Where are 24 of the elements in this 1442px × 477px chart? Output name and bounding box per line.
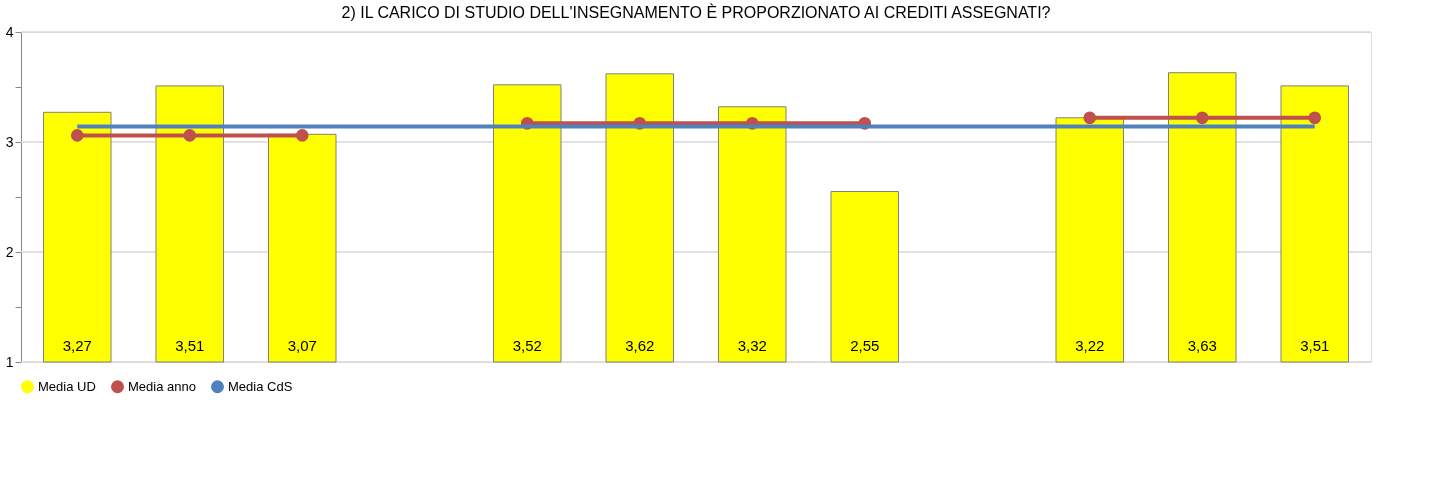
data-label: 3,62 (625, 337, 655, 354)
point (295, 129, 309, 142)
y-tick-label: 2 (5, 243, 14, 260)
y-tick-label: 1 (5, 353, 14, 370)
point (183, 129, 197, 142)
data-label: 3,51 (175, 337, 205, 354)
point (70, 129, 84, 142)
data-label: 3,07 (287, 337, 317, 354)
y-tick-label: 4 (5, 23, 14, 40)
y-tick-label: 3 (5, 133, 14, 150)
data-label: 3,63 (1187, 337, 1217, 354)
legend-label: Media UD (38, 378, 96, 394)
data-label: 3,22 (1075, 337, 1105, 354)
data-label: 2,55 (850, 337, 880, 354)
data-label: 3,52 (512, 337, 542, 354)
data-label: 3,27 (62, 337, 92, 354)
legend-label: Media CdS (228, 378, 293, 394)
legend-label: Media anno (128, 378, 196, 394)
data-label: 3,32 (737, 337, 767, 354)
chart-title: 2) IL CARICO DI STUDIO DELL'INSEGNAMENTO È PROPORZIONATO AI CREDITI ASSEGNATI? (341, 3, 1051, 21)
data-label: 3,51 (1300, 337, 1330, 354)
point (1308, 111, 1322, 125)
point (1195, 111, 1209, 125)
point (1083, 111, 1097, 125)
